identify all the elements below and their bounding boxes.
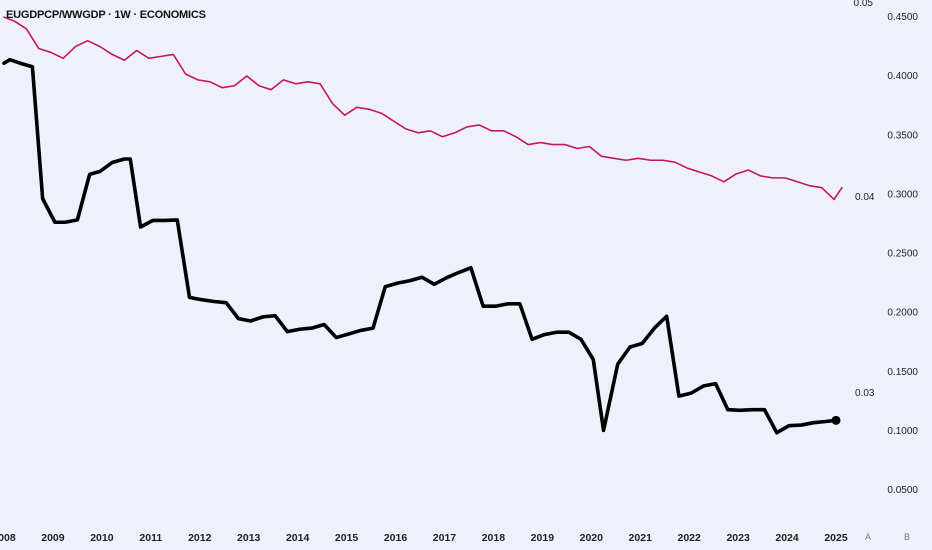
x-axis-tick-label: 2018 — [482, 532, 506, 544]
x-axis: 2008 2009 2010 2011 2012 2013 2014 2015 2016 2017… — [0, 532, 848, 544]
x-axis-tick-label: 2011 — [139, 532, 162, 544]
x-axis-tick-label: 2013 — [237, 532, 261, 544]
x-axis-tick-label: 2014 — [286, 532, 310, 544]
series-line-black — [2, 57, 838, 435]
x-axis-tick-label: 2023 — [726, 532, 750, 544]
plot-area — [2, 16, 843, 435]
right-axis-tick-label: 0.4500 — [887, 12, 918, 23]
x-axis-tick-label: 2022 — [677, 532, 701, 544]
x-axis-tick-label: 2019 — [531, 532, 555, 544]
left-axis-tick-label: 0.04 — [855, 192, 875, 203]
left-axis: 0.030.040.050.05 — [854, 0, 875, 399]
x-axis-tick-label: 2020 — [580, 532, 604, 544]
x-axis-tick-label: 2017 — [433, 532, 457, 544]
left-axis-tick-label: 0.03 — [855, 388, 875, 399]
x-axis-tick-label: 2021 — [629, 532, 653, 544]
x-axis-tick-label: 2012 — [188, 532, 212, 544]
scale-button-b[interactable]: B — [904, 532, 910, 542]
right-axis-tick-label: 0.0500 — [887, 485, 918, 496]
x-axis-tick-label: 2015 — [335, 532, 359, 544]
right-axis-tick-label: 0.2000 — [887, 308, 918, 319]
scale-button-a[interactable]: A — [865, 532, 871, 542]
left-axis-tick-label-top: 0.05 — [854, 0, 874, 9]
right-axis: 0.0500 0.1000 0.1500 0.2000 0.2500 0.3000 0.35… — [887, 12, 918, 496]
right-axis-tick-label: 0.3500 — [887, 130, 918, 141]
x-axis-tick-label: 2010 — [90, 532, 114, 544]
x-axis-tick-label: 2016 — [384, 532, 408, 544]
right-axis-tick-label: 0.4000 — [887, 71, 918, 82]
right-axis-tick-label: 0.3000 — [887, 189, 918, 200]
right-axis-tick-label: 0.1500 — [887, 367, 918, 378]
right-axis-tick-label: 0.2500 — [887, 249, 918, 260]
x-axis-tick-label: 2025 — [824, 532, 848, 544]
x-axis-tick-label: 2024 — [775, 532, 799, 544]
x-axis-tick-label: 2009 — [41, 532, 65, 544]
x-axis-tick-label: 2008 — [0, 532, 16, 544]
series-line-pink — [3, 16, 843, 201]
chart-title: EUGDPCP/WWGDP · 1W · ECONOMICS — [6, 9, 206, 21]
last-value-marker — [831, 415, 841, 425]
right-axis-tick-label: 0.1000 — [887, 426, 918, 437]
